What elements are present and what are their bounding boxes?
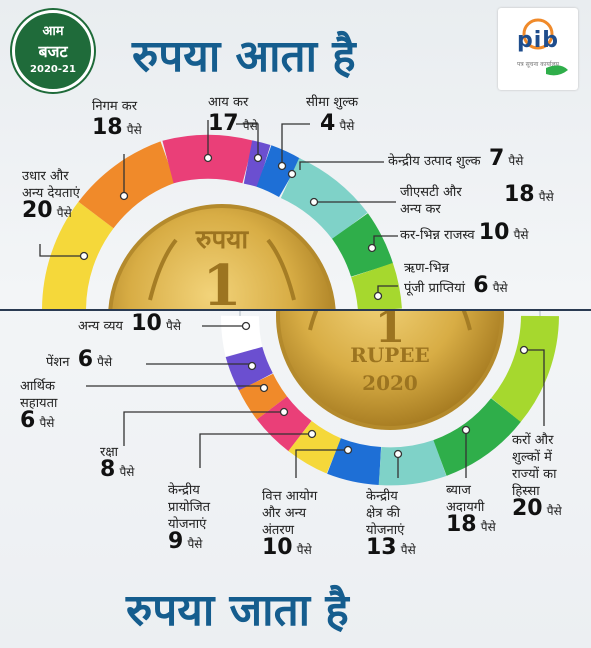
income-label-non-debt-capital: ऋण-भिन्न पूंजी प्राप्तियां 6 पैसे — [404, 261, 508, 298]
income-label-gst: जीएसटी और अन्य कर — [400, 185, 462, 217]
pib-logo-mark-icon — [522, 18, 568, 76]
expenditure-label-defence: रक्षा 8 पैसे — [100, 445, 135, 482]
expenditure-label-central-sector: केन्द्रीय क्षेत्र की योजनाएं 13 पैसे — [366, 489, 416, 560]
coin-word-top: रुपया — [195, 225, 249, 255]
income-value-gst: 18 पैसे — [504, 182, 554, 207]
expenditure-label-css: केन्द्रीय प्रायोजित योजनाएं 9 पैसे — [168, 483, 211, 554]
expenditure-label-subsidies: आर्थिक सहायता 6 पैसे — [20, 379, 58, 433]
heading-rupee-goes: रुपया जाता है — [126, 585, 349, 636]
income-label-borrowings: उधार और अन्य देयताएं 20 पैसे — [22, 169, 80, 223]
budget-badge: आम बजट 2020-21 — [12, 10, 94, 92]
badge-line-3: 2020-21 — [30, 64, 76, 75]
coin-word-bottom: RUPEE — [350, 343, 430, 367]
coin-bottom: 1 RUPEE 2020 — [276, 302, 504, 430]
income-label-income-tax: आय कर 17 पैसे — [208, 95, 258, 136]
coin-numeral-bottom: 1 — [375, 302, 406, 353]
coin-top: रुपया 1 — [108, 204, 336, 319]
income-leaders — [39, 120, 398, 301]
income-label-non-tax-revenue: कर-भिन्न राजस्व 10 पैसे — [400, 220, 529, 245]
pib-logo-subtext: पत्र सूचना कार्यालय — [516, 61, 560, 68]
coin-numeral-top: 1 — [203, 253, 242, 319]
expenditure-label-finance-commission: वित्त आयोग और अन्य अंतरण 10 पैसे — [262, 489, 318, 560]
section-divider — [0, 309, 591, 311]
expenditure-label-pension: पेंशन 6 पैसे — [46, 347, 113, 372]
expenditure-label-other: अन्य व्यय 10 पैसे — [78, 311, 181, 336]
income-label-customs: सीमा शुल्क 4 पैसे — [306, 95, 359, 136]
income-label-corporate-tax: निगम कर 18 पैसे — [92, 99, 142, 140]
expenditure-label-interest: ब्याज अदायगी 18 पैसे — [446, 483, 496, 537]
income-label-excise: केन्द्रीय उत्पाद शुल्क 7 पैसे — [388, 146, 524, 171]
pib-logo: pib पत्र सूचना कार्यालय — [498, 8, 578, 90]
pib-logo-text: pib — [516, 28, 560, 53]
badge-line-2: बजट — [38, 42, 68, 61]
expenditure-leaders — [86, 321, 545, 478]
heading-rupee-comes: रुपया आता है — [132, 31, 356, 82]
badge-line-1: आम — [42, 24, 64, 39]
coin-year: 2020 — [362, 371, 418, 395]
expenditure-label-states-share: करों और शुल्कों में राज्यों का हिस्सा 20… — [512, 433, 562, 521]
